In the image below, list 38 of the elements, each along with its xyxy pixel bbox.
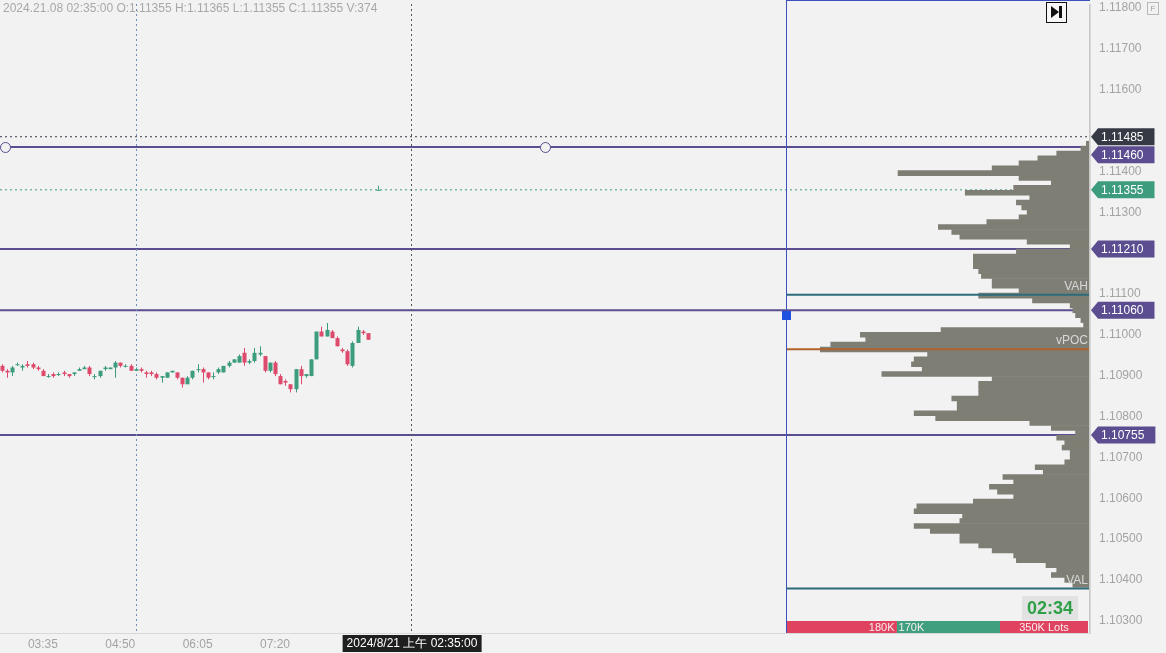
y-tick-label: 1.10700	[1099, 449, 1143, 464]
x-tick-label: 07:20	[260, 636, 291, 651]
total-label: 350K Lots	[1000, 621, 1088, 633]
x-tick-label: 06:05	[182, 636, 213, 651]
ref-line-label: VAH	[1064, 279, 1088, 294]
data-label: 170K	[898, 620, 925, 633]
ref-line-label: 1.11210	[1101, 241, 1144, 256]
y-tick-label: 1.11800	[1099, 0, 1142, 15]
x-tick-label: 04:50	[105, 636, 136, 651]
y-tick-label: 1.10400	[1099, 572, 1143, 587]
text: F	[1147, 2, 1159, 15]
candlestick	[294, 368, 299, 393]
y-tick-label: 1.11000	[1099, 327, 1142, 342]
y-tick-label: 1.11300	[1099, 204, 1142, 219]
y-tick-label: 1.10800	[1099, 408, 1143, 423]
x-tick-label: 03:35	[27, 636, 59, 651]
candlestick	[350, 340, 355, 369]
y-tick-label: 1.10300	[1099, 613, 1143, 628]
data-label: 180K	[868, 620, 896, 633]
annotation: 02:34	[1022, 596, 1078, 620]
ref-line-label: 1.11485	[1101, 129, 1144, 144]
text: 2024/8/21 上午 02:35:00	[342, 635, 482, 652]
annotation: 2024.21.08 02:35:00 O:1.11355 H:1.11365 L:1.11355 C:1.11355 V:374	[3, 1, 378, 15]
y-tick-label: 1.10900	[1099, 367, 1143, 382]
y-tick-label: 1.11400	[1099, 163, 1142, 178]
ref-line-label: VAL	[1066, 572, 1089, 587]
ref-line-label: 1.11460	[1101, 147, 1144, 162]
y-tick-label: 1.10600	[1099, 490, 1143, 505]
y-tick-label: 1.10500	[1099, 531, 1143, 546]
y-tick-label: 1.11600	[1099, 82, 1142, 97]
ref-line-label: 1.10755	[1101, 427, 1145, 442]
ref-line-label: vPOC	[1055, 333, 1089, 348]
ref-line-label: 1.11060	[1101, 303, 1144, 318]
candlestick	[299, 365, 304, 385]
candlestick	[123, 363, 128, 369]
ref-line-label: 1.11355	[1101, 182, 1144, 197]
y-tick-label: 1.11700	[1099, 41, 1142, 56]
y-tick-label: 1.11100	[1099, 286, 1141, 301]
